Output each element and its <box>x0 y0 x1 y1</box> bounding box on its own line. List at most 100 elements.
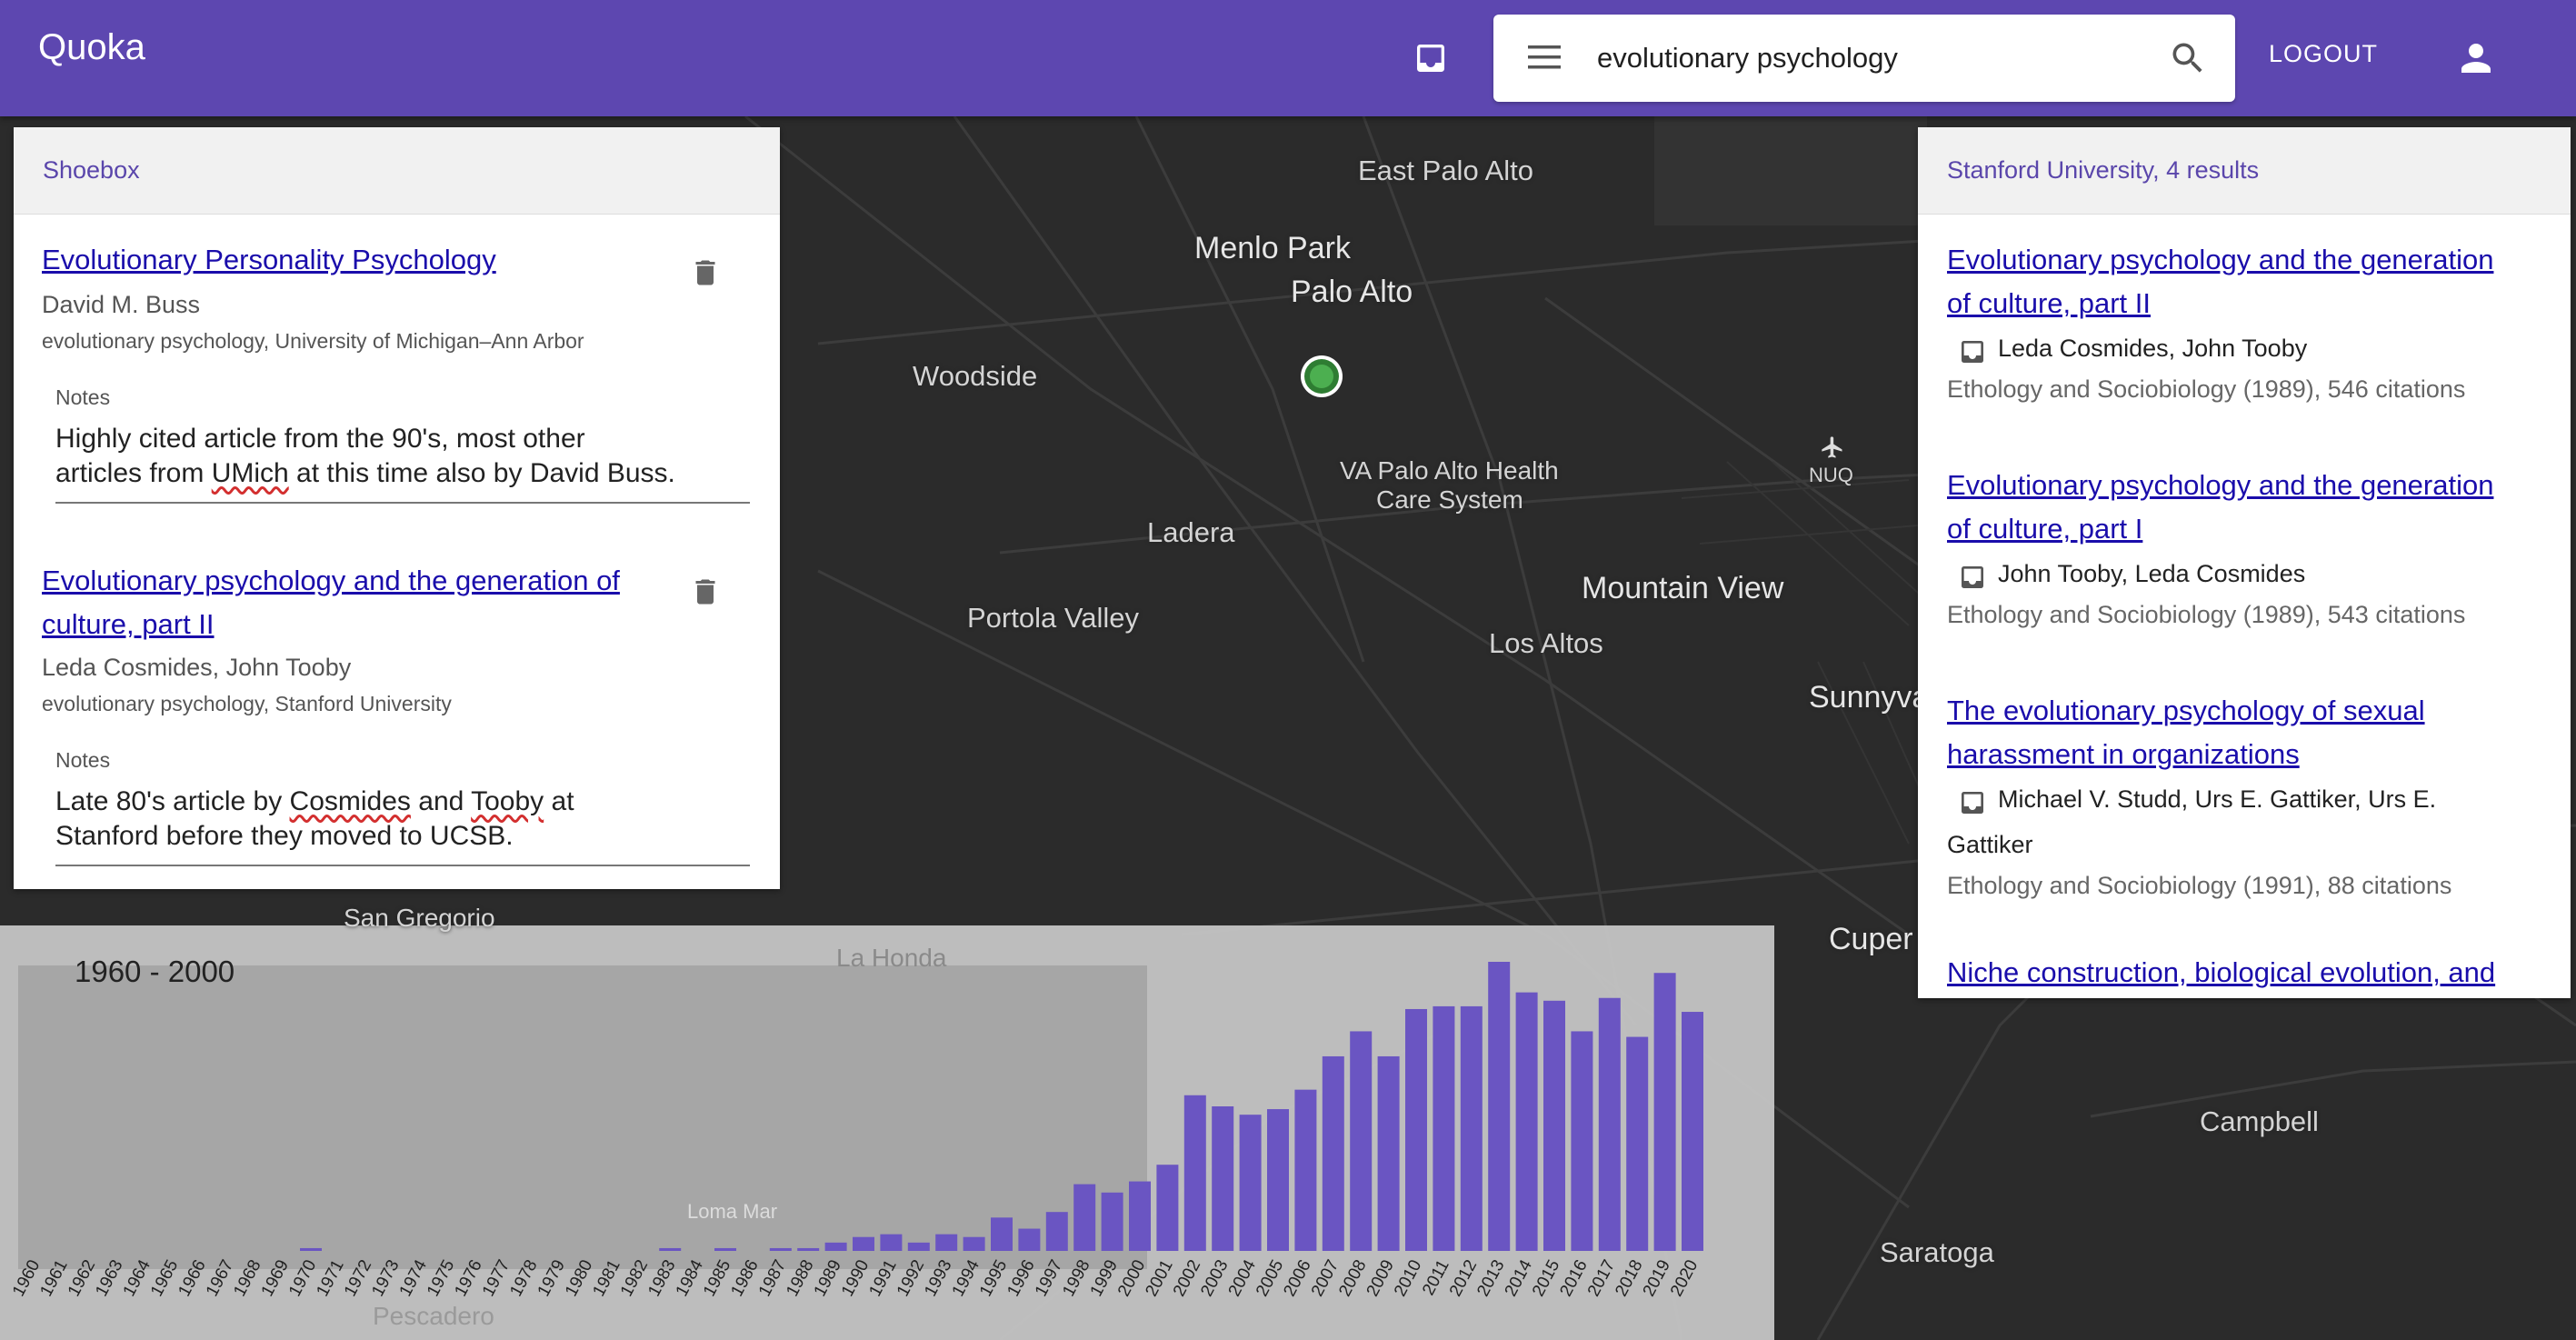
histogram-bar[interactable] <box>1515 992 1538 1251</box>
histogram-bar[interactable] <box>1045 1212 1068 1251</box>
histogram-bar[interactable] <box>1598 997 1621 1251</box>
year-tick-label: 1986 <box>727 1256 762 1299</box>
year-tick-label: 2006 <box>1280 1256 1314 1299</box>
histogram-bar[interactable] <box>1073 1184 1096 1251</box>
year-tick-label: 1985 <box>700 1256 734 1299</box>
map-label: Woodside <box>913 360 1038 392</box>
result-title-link[interactable]: of culture, part II <box>1947 287 2151 319</box>
result-title-link[interactable]: Niche construction, biological evolution… <box>1947 956 2496 988</box>
histogram-bar[interactable] <box>1212 1106 1234 1251</box>
year-tick-label: 1973 <box>368 1256 403 1299</box>
notes-field[interactable]: Late 80's article by Cosmides and Tooby … <box>55 785 764 854</box>
year-tick-label: 2016 <box>1556 1256 1591 1299</box>
histogram-bar[interactable] <box>1571 1031 1593 1251</box>
histogram-bar[interactable] <box>1322 1055 1344 1251</box>
histogram-bar[interactable] <box>907 1242 930 1251</box>
notes-line: Highly cited article from the 90's, most… <box>55 424 585 454</box>
notes-field[interactable]: Highly cited article from the 90's, most… <box>55 422 764 491</box>
inbox-icon[interactable] <box>1958 335 1987 365</box>
year-tick-label: 2020 <box>1667 1256 1702 1299</box>
paper-meta: evolutionary psychology, Stanford Univer… <box>42 692 452 715</box>
histogram-bar[interactable] <box>1405 1008 1427 1251</box>
search-icon[interactable] <box>2168 38 2208 78</box>
delete-icon[interactable] <box>689 255 722 291</box>
year-tick-label: 1983 <box>644 1256 679 1299</box>
year-tick-label: 1988 <box>783 1256 817 1299</box>
histogram-bar[interactable] <box>1377 1055 1400 1251</box>
year-tick-label: 2005 <box>1253 1256 1287 1299</box>
histogram-bar[interactable] <box>880 1234 903 1251</box>
app-title: Quoka <box>38 27 145 67</box>
histogram-bar[interactable] <box>1626 1036 1649 1251</box>
histogram-bar[interactable] <box>824 1242 847 1251</box>
histogram-bar[interactable] <box>714 1247 736 1251</box>
inbox-icon[interactable] <box>1958 561 1987 590</box>
year-tick-label: 2001 <box>1142 1256 1176 1299</box>
histogram-bar[interactable] <box>300 1247 322 1251</box>
map-label: La Honda <box>836 944 947 972</box>
histogram-bar[interactable] <box>1239 1115 1262 1251</box>
year-tick-label: 1990 <box>838 1256 873 1299</box>
result-title-link[interactable]: The evolutionary psychology of sexual <box>1947 695 2425 726</box>
year-tick-label: 2010 <box>1391 1256 1425 1299</box>
histogram-bar[interactable] <box>1183 1095 1206 1251</box>
notes-underline <box>55 865 750 866</box>
result-title-link[interactable]: Evolutionary psychology and the generati… <box>1947 244 2494 275</box>
result-title-link[interactable]: harassment in organizations <box>1947 738 2300 770</box>
histogram-bar[interactable] <box>935 1234 958 1251</box>
histogram-bar[interactable] <box>991 1217 1013 1251</box>
year-tick-label: 1975 <box>424 1256 458 1299</box>
histogram-bar[interactable] <box>1267 1109 1289 1251</box>
logout-button[interactable]: LOGOUT <box>2269 40 2379 67</box>
histogram-bar[interactable] <box>1101 1192 1123 1251</box>
histogram-bar[interactable] <box>769 1247 792 1251</box>
paper-title-link[interactable]: Evolutionary Personality Psychology <box>42 244 496 275</box>
histogram-bar[interactable] <box>1294 1089 1317 1251</box>
menu-icon[interactable] <box>1526 44 1563 71</box>
map-label: Loma Mar <box>687 1200 778 1223</box>
map-label: Care System <box>1376 485 1523 514</box>
histogram-bar[interactable] <box>1129 1181 1151 1251</box>
result-title-link[interactable]: Evolutionary psychology and the generati… <box>1947 469 2494 501</box>
histogram-bar[interactable] <box>659 1247 682 1251</box>
histogram-bar[interactable] <box>1653 973 1676 1251</box>
notes-line: Late 80's article by Cosmides and Tooby … <box>55 786 574 816</box>
year-histogram[interactable]: 1960 - 2000 1960 1961 1962 1963 1964 1965 1966… <box>0 925 1774 1340</box>
histogram-bar[interactable] <box>1488 962 1511 1251</box>
year-tick-label: 1968 <box>230 1256 265 1299</box>
year-tick-label: 1995 <box>976 1256 1011 1299</box>
paper-title-link[interactable]: Evolutionary psychology and the generati… <box>42 565 620 596</box>
map-label: Campbell <box>2200 1105 2319 1137</box>
search-input[interactable] <box>1595 29 2108 87</box>
year-range-brush[interactable] <box>16 964 1149 1271</box>
inbox-icon[interactable] <box>1958 786 1987 815</box>
histogram-bar[interactable] <box>1682 1012 1703 1251</box>
location-marker-icon[interactable] <box>1298 353 1345 400</box>
year-tick-label: 1978 <box>506 1256 541 1299</box>
histogram-bar[interactable] <box>1433 1005 1455 1251</box>
result-title-link[interactable]: of culture, part I <box>1947 513 2143 545</box>
map-label: Los Altos <box>1489 627 1603 659</box>
delete-icon[interactable] <box>689 574 722 610</box>
histogram-bar[interactable] <box>1350 1031 1373 1251</box>
year-tick-label: 1991 <box>865 1256 900 1299</box>
map-label: Cuper <box>1829 922 1913 956</box>
account-icon[interactable] <box>2454 36 2498 80</box>
year-tick-label: 1987 <box>755 1256 790 1299</box>
year-tick-label: 1960 <box>9 1256 44 1299</box>
year-tick-label: 1974 <box>396 1256 432 1300</box>
histogram-bar[interactable] <box>1156 1165 1179 1251</box>
histogram-bar[interactable] <box>1018 1228 1041 1251</box>
histogram-bar[interactable] <box>853 1236 874 1251</box>
year-tick-label: 2017 <box>1584 1256 1619 1299</box>
paper-authors: Leda Cosmides, John Tooby <box>42 654 352 681</box>
year-tick-label: 1984 <box>673 1256 708 1300</box>
histogram-bar[interactable] <box>1460 1005 1483 1251</box>
histogram-bar[interactable] <box>797 1247 820 1251</box>
histogram-bar[interactable] <box>963 1236 985 1251</box>
inbox-icon[interactable] <box>1411 40 1451 76</box>
paper-title-link[interactable]: culture, part II <box>42 608 215 640</box>
result-item: Evolutionary psychology and the generati… <box>1947 464 2547 633</box>
year-tick-label: 1993 <box>921 1256 955 1299</box>
histogram-bar[interactable] <box>1543 1000 1565 1251</box>
